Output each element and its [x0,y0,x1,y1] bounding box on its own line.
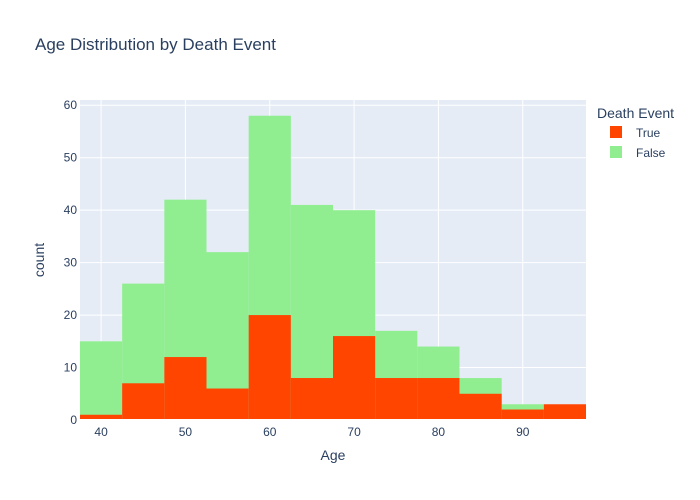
legend-item-true[interactable]: True [610,126,661,140]
y-tick-label: 30 [64,256,78,270]
bar-true[interactable] [290,378,333,420]
legend-item-false[interactable]: False [610,146,666,160]
y-tick-label: 60 [64,98,78,112]
legend[interactable]: Death Event True False [597,105,674,160]
legend-label-true: True [636,126,661,140]
bar-true[interactable] [248,315,291,420]
y-tick-label: 0 [70,413,77,427]
bar-true[interactable] [122,383,165,420]
x-tick-label: 70 [347,425,361,439]
x-tick-label: 80 [432,425,446,439]
x-tick-label: 40 [94,425,108,439]
legend-title: Death Event [597,105,674,121]
bar-true[interactable] [417,378,460,420]
y-axis-ticks: 0 10 20 30 40 50 60 [64,98,78,427]
y-tick-label: 10 [64,361,78,375]
x-tick-label: 50 [179,425,193,439]
bar-false[interactable] [80,341,123,420]
bar-true[interactable] [206,388,249,420]
y-tick-label: 20 [64,308,78,322]
bar-true[interactable] [80,414,123,420]
bar-true[interactable] [375,378,418,420]
y-axis-title: count [31,243,47,277]
chart-title: Age Distribution by Death Event [35,35,276,54]
bar-true[interactable] [543,404,586,420]
bars [80,115,586,421]
legend-swatch-true [610,126,622,138]
x-axis-title: Age [321,447,346,463]
x-tick-label: 60 [263,425,277,439]
bar-true[interactable] [501,409,544,420]
bar-true[interactable] [459,393,502,420]
bar-true[interactable] [333,336,376,420]
y-tick-label: 40 [64,203,78,217]
x-axis-ticks: 40 50 60 70 80 90 [94,425,529,439]
y-tick-label: 50 [64,151,78,165]
legend-swatch-false [610,146,622,158]
x-tick-label: 90 [516,425,530,439]
legend-label-false: False [636,146,666,160]
bar-true[interactable] [164,357,207,420]
